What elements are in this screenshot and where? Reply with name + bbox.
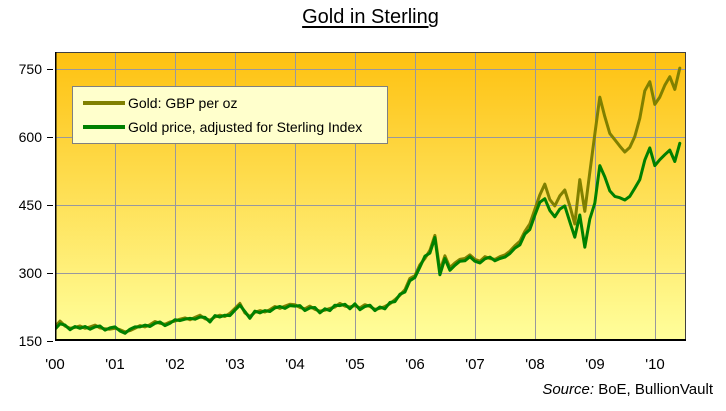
x-axis-label: '06 [405,356,425,373]
source-text: BoE, BullionVault [594,381,713,398]
page-title: Gold in Sterling [55,5,686,29]
x-axis-label: '10 [645,356,665,373]
legend-label: Gold price, adjusted for Sterling Index [128,119,363,135]
x-axis-label: '05 [345,356,365,373]
page-title-text: Gold in Sterling [302,6,439,28]
y-axis-label: 450 [18,197,42,213]
legend-swatch-gold-adjusted [83,125,125,129]
y-axis-tick [47,137,53,138]
source-note: Source: BoE, BullionVault [542,381,713,398]
legend-swatch-gold-gbp [83,101,125,105]
x-axis-label: '09 [585,356,605,373]
x-axis-label: '04 [285,356,305,373]
y-axis-label: 150 [18,333,42,349]
y-axis-label: 600 [18,129,42,145]
x-axis-label: '07 [465,356,485,373]
y-axis-tick [47,205,53,206]
legend-box: Gold: GBP per oz Gold price, adjusted for… [72,86,388,144]
source-prefix: Source: [542,381,595,398]
x-axis-label: '00 [45,356,65,373]
y-axis-label: 750 [18,61,42,77]
legend-label: Gold: GBP per oz [128,95,238,111]
y-axis-tick [47,341,53,342]
y-axis-label: 300 [18,265,42,281]
y-axis-tick [47,273,53,274]
legend-item-gold-adjusted: Gold price, adjusted for Sterling Index [83,119,387,135]
legend-item-gold-gbp: Gold: GBP per oz [83,95,387,111]
y-axis-tick [47,69,53,70]
series-line-gold-adjusted [55,141,682,335]
x-axis-label: '01 [105,356,125,373]
x-axis-label: '08 [525,356,545,373]
x-axis-label: '02 [165,356,185,373]
x-axis-label: '03 [225,356,245,373]
